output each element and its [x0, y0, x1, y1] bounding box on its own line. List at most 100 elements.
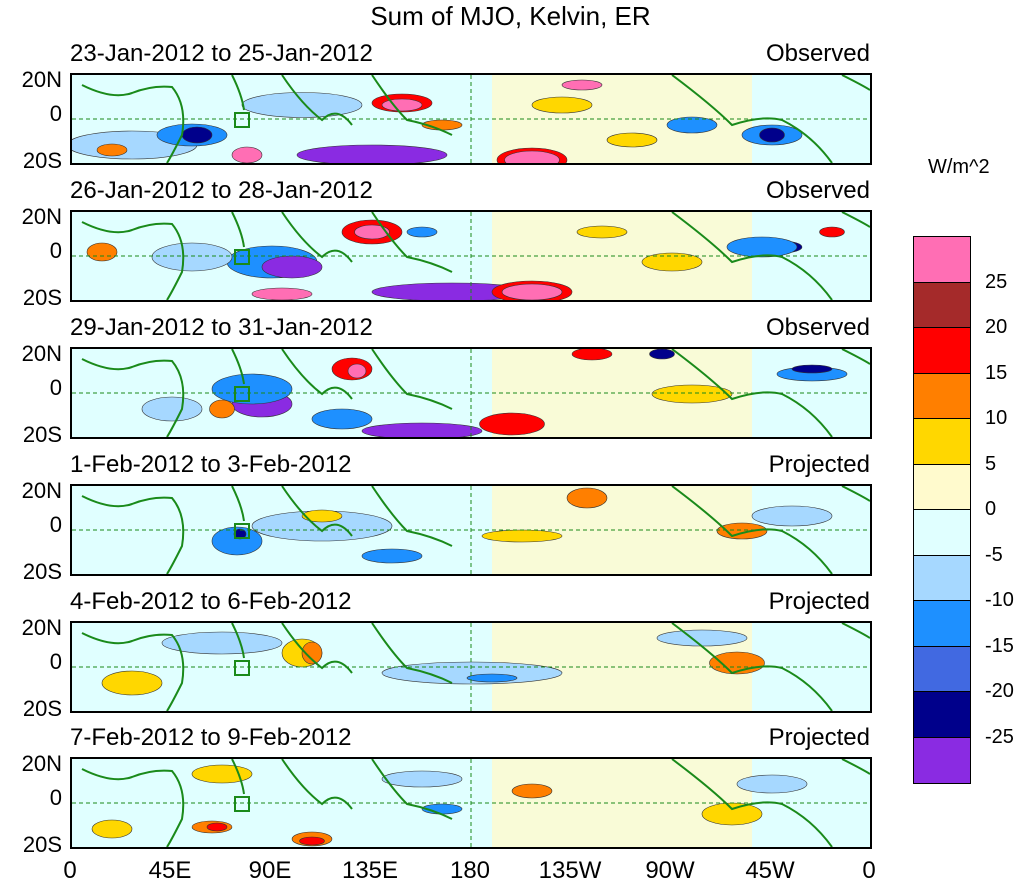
legend-tick-label: 0	[985, 498, 997, 520]
panel-status: Projected	[768, 451, 870, 478]
lon-tick-label: 135W	[538, 857, 602, 884]
coastline	[81, 221, 185, 300]
anomaly-contour	[354, 224, 390, 240]
coastline	[371, 759, 453, 820]
lat-tick-label: 20N	[21, 341, 62, 366]
anomaly-contour	[751, 505, 833, 527]
legend-tick-label: -10	[985, 589, 1014, 611]
anomaly-contour	[501, 283, 563, 300]
lat-tick-label: 0	[49, 375, 62, 400]
coastline	[81, 358, 185, 437]
anomaly-contour	[656, 629, 748, 647]
legend-swatch	[914, 237, 970, 283]
coastline	[281, 623, 353, 674]
lat-tick-label: 0	[49, 649, 62, 674]
region-marker	[234, 386, 250, 402]
anomaly-contour	[576, 225, 628, 239]
anomaly-contour	[151, 242, 233, 272]
lon-tick-label: 45E	[148, 857, 192, 884]
legend-swatch	[914, 282, 970, 328]
legend-tick-label: 15	[985, 361, 1008, 384]
coastline	[231, 486, 245, 522]
anomaly-contour	[406, 226, 438, 238]
coastline	[231, 759, 245, 795]
panel-status: Observed	[765, 177, 870, 204]
coastline	[371, 349, 453, 410]
anomaly-field	[72, 75, 870, 163]
lat-tick-label: 0	[49, 101, 62, 126]
panel-status: Observed	[765, 314, 870, 341]
anomaly-contour	[701, 802, 763, 826]
coastline	[371, 486, 453, 547]
anomaly-field	[72, 486, 870, 574]
coastline	[81, 84, 185, 163]
anomaly-contour	[206, 822, 228, 832]
coastline	[841, 759, 870, 775]
anomaly-contour	[736, 774, 808, 794]
anomaly-contour	[251, 287, 313, 300]
anomaly-contour	[381, 770, 463, 788]
map-field	[70, 73, 872, 165]
coastline	[841, 75, 870, 91]
anomaly-contour	[181, 126, 213, 144]
map-field	[70, 484, 872, 576]
anomaly-contour	[141, 396, 203, 422]
anomaly-contour	[191, 764, 253, 784]
legend-swatch	[914, 692, 970, 738]
anomaly-contour	[101, 670, 163, 696]
region-marker	[234, 660, 250, 676]
lon-tick-label: 135E	[341, 857, 399, 884]
coastline	[371, 623, 453, 684]
coastline	[281, 759, 353, 810]
legend-swatch	[914, 555, 970, 601]
coastline	[281, 486, 353, 537]
map-panel: 7-Feb-2012 to 9-Feb-2012 Projected 20N 0 20S	[0, 724, 880, 862]
lat-tick-label: 20N	[21, 478, 62, 503]
anomaly-contour	[296, 144, 448, 163]
legend-swatch	[914, 373, 970, 419]
lat-tick-label: 0	[49, 785, 62, 810]
color-legend	[913, 236, 971, 784]
anomaly-contour	[86, 242, 118, 262]
anomaly-contour	[726, 236, 798, 258]
anomaly-contour	[641, 252, 703, 272]
coastline	[841, 212, 870, 228]
panel-status: Observed	[765, 40, 870, 67]
anomaly-field	[72, 349, 870, 437]
coastline	[841, 486, 870, 502]
lat-tick-label: 20S	[22, 285, 62, 310]
anomaly-contour	[466, 673, 518, 683]
anomaly-contour	[241, 92, 363, 118]
legend-tick-label: -5	[985, 543, 1003, 566]
panel-date-range: 4-Feb-2012 to 6-Feb-2012	[70, 588, 352, 615]
coastline	[231, 349, 245, 385]
coastline	[231, 75, 245, 111]
anomaly-contour	[301, 509, 343, 523]
map-panel: 23-Jan-2012 to 25-Jan-2012 Observed 20N 0 20…	[0, 40, 880, 178]
legend-tick-label: 5	[985, 452, 997, 475]
anomaly-contour	[666, 116, 718, 134]
map-field	[70, 621, 872, 713]
lat-tick-label: 20S	[22, 696, 62, 721]
anomaly-contour	[211, 373, 293, 405]
coastline	[281, 75, 353, 126]
panel-date-range: 26-Jan-2012 to 28-Jan-2012	[70, 177, 373, 204]
anomaly-contour	[819, 226, 845, 238]
legend-tick-label: -20	[985, 680, 1014, 702]
legend-swatch	[914, 646, 970, 692]
legend-swatch	[914, 419, 970, 465]
anomaly-contour	[479, 412, 545, 436]
legend-swatch	[914, 510, 970, 556]
map-panel: 26-Jan-2012 to 28-Jan-2012 Observed 20N 0 20…	[0, 177, 880, 315]
legend-units: W/m^2	[928, 156, 990, 178]
anomaly-contour	[651, 384, 733, 404]
legend-swatch	[914, 328, 970, 374]
map-field	[70, 757, 872, 849]
map-panel: 4-Feb-2012 to 6-Feb-2012 Projected 20N 0 20S	[0, 588, 880, 726]
lat-tick-label: 20S	[22, 148, 62, 173]
anomaly-contour	[301, 641, 323, 665]
lon-tick-label: 0	[63, 857, 77, 884]
coastline	[371, 75, 453, 136]
lon-tick-label: 0	[862, 857, 876, 884]
